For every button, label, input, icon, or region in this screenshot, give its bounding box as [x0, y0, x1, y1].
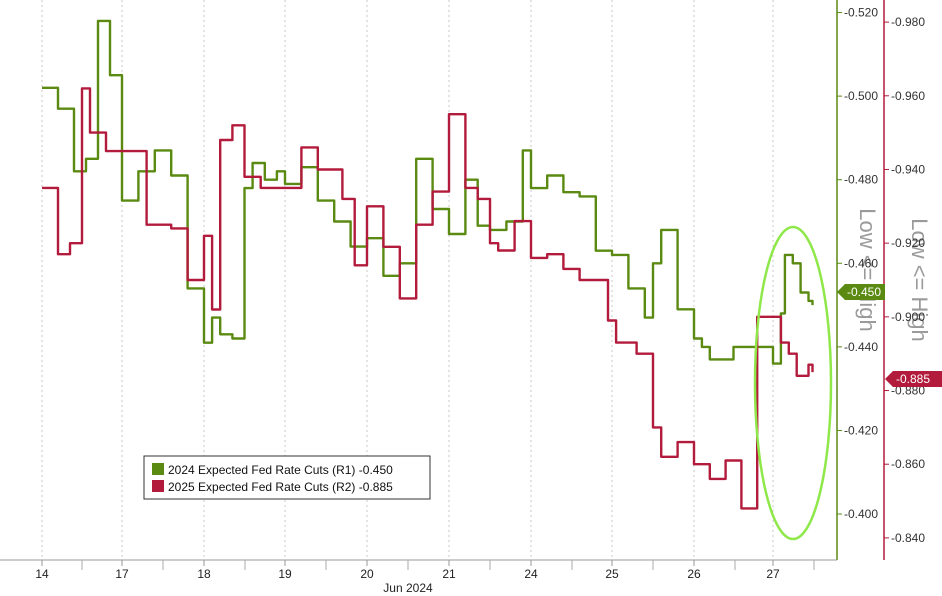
r2-tick-label: -0.900: [891, 310, 925, 324]
highlight-layer: [753, 225, 833, 541]
r1-tick-label: -0.460: [844, 256, 878, 270]
legend-label-2024: 2024 Expected Fed Rate Cuts (R1) -0.450: [168, 463, 393, 477]
x-tick-label: 25: [605, 567, 619, 581]
r2-tick-label: -0.960: [891, 89, 925, 103]
r2-tick-label: -0.880: [891, 384, 925, 398]
r1-tick-label: -0.400: [844, 507, 878, 521]
r1-tick-label: -0.440: [844, 340, 878, 354]
legend-box: [143, 455, 431, 500]
r2-tick-label: -0.920: [891, 236, 925, 250]
r2-tick-label: -0.980: [891, 15, 925, 29]
r2-axis-title: Low <= High: [907, 218, 932, 342]
r1-tick-label: -0.480: [844, 173, 878, 187]
x-tick-label: 18: [197, 567, 211, 581]
r2-last-badge: -0.885: [885, 371, 942, 387]
series-line-2025: [42, 87, 814, 510]
r2-tick-label: -0.860: [891, 457, 925, 471]
x-tick-label: 24: [524, 567, 538, 581]
r2-tick-label: -0.940: [891, 162, 925, 176]
highlight-ellipse: [753, 225, 833, 541]
r1-last-badge: -0.450: [837, 284, 885, 300]
r1-tick-label: -0.500: [844, 89, 878, 103]
last-value-badges: -0.450 -0.885: [837, 284, 942, 387]
r1-axis-title: Low <= High: [855, 208, 880, 332]
x-tick-label: 21: [442, 567, 456, 581]
r1-tick-label: -0.520: [844, 6, 878, 20]
x-axis-label: Jun 2024: [383, 581, 433, 595]
x-tick-label: 17: [115, 567, 129, 581]
x-tick-label: 14: [35, 567, 49, 581]
r2-last-value: -0.885: [896, 372, 930, 386]
series-line-2024: [42, 19, 814, 365]
legend-label-2025: 2025 Expected Fed Rate Cuts (R2) -0.885: [168, 480, 393, 494]
r1-last-value: -0.450: [847, 285, 881, 299]
legend: 2024 Expected Fed Rate Cuts (R1) -0.450 …: [143, 455, 431, 500]
r1-tick-label: -0.420: [844, 423, 878, 437]
x-tick-label: 19: [278, 567, 292, 581]
r2-tick-label: -0.840: [891, 531, 925, 545]
series-lines: [42, 19, 814, 510]
legend-swatch-2025: [152, 480, 164, 492]
x-tick-label: 20: [360, 567, 374, 581]
legend-swatch-2024: [152, 463, 164, 475]
x-tick-label: 26: [687, 567, 701, 581]
x-tick-label: 27: [766, 567, 780, 581]
